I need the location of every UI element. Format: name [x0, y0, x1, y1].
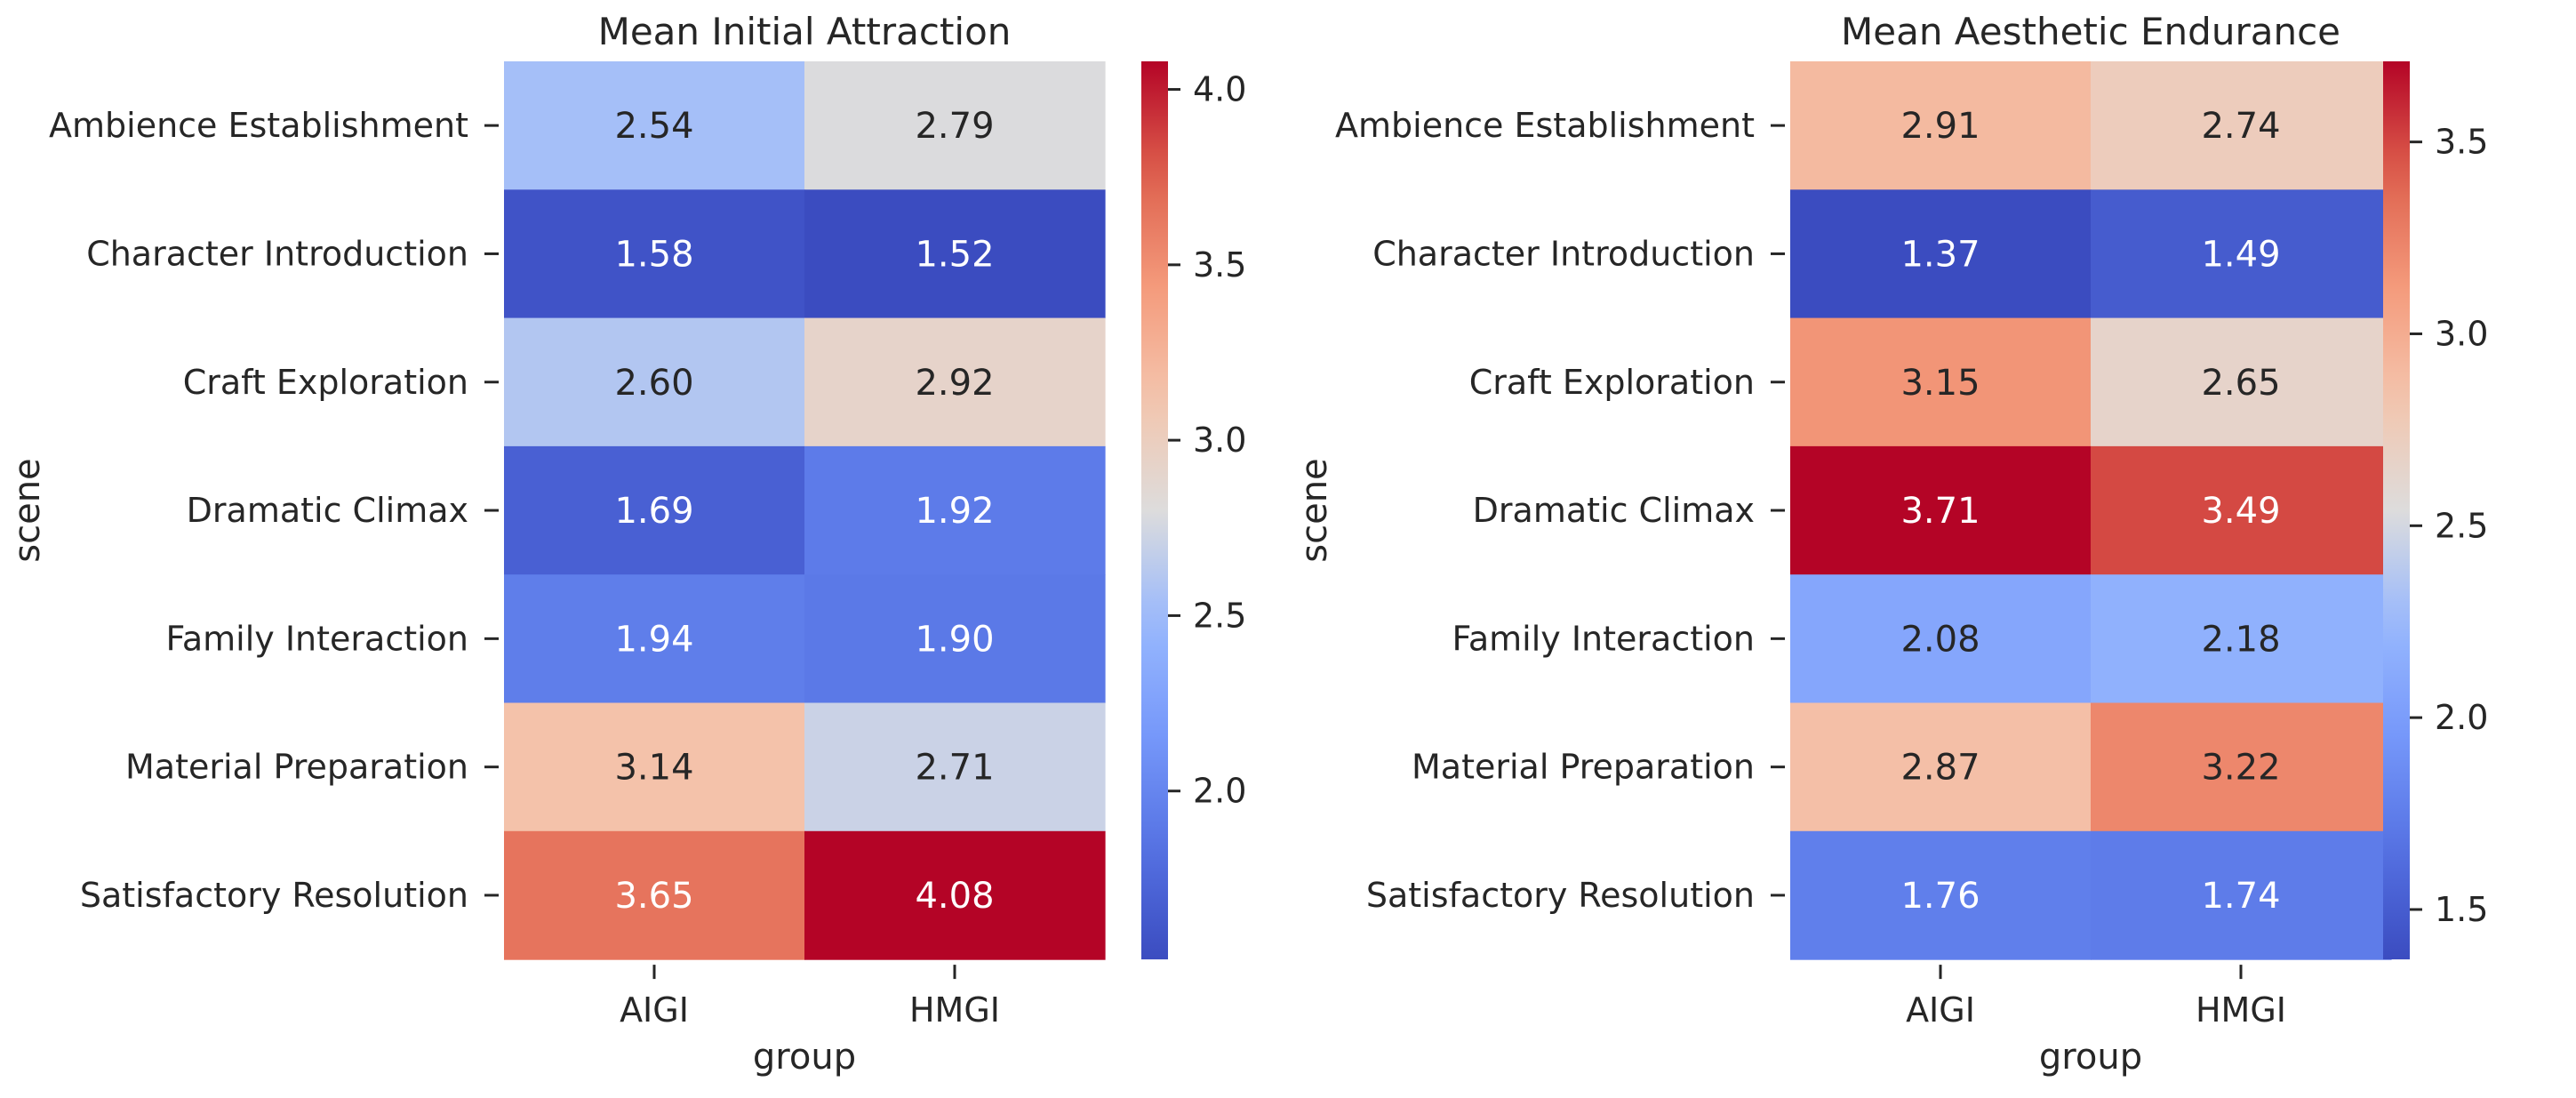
heatmap-cell — [504, 702, 805, 832]
heatmap-cell — [804, 830, 1106, 960]
y-tick-label: Craft Exploration — [183, 363, 468, 402]
cell-value-label: 3.14 — [614, 748, 693, 789]
colorbar-tick-label: 3.0 — [1193, 421, 1246, 460]
cell-value-label: 2.74 — [2201, 106, 2280, 147]
colorbar — [1141, 61, 1168, 960]
heatmap-cell — [1790, 830, 2092, 960]
colorbar-tick-label: 2.5 — [2435, 506, 2488, 545]
colorbar-tick-label: 2.5 — [1193, 596, 1246, 635]
heatmap-panel-2: 2.91 2.74 1.37 1.49 3.15 2.65 3.71 3.49 2.08 2.18… — [1294, 10, 2488, 1078]
x-axis-label: group — [2039, 1037, 2142, 1078]
y-tick-label: Material Preparation — [1412, 748, 1755, 787]
cell-value-label: 1.58 — [614, 234, 693, 275]
y-axis-label: scene — [7, 458, 48, 562]
heatmap-cell — [504, 574, 805, 704]
heatmap-cell — [2091, 702, 2392, 832]
cell-value-label: 1.76 — [1900, 876, 1980, 917]
cell-value-label: 1.37 — [1900, 234, 1980, 275]
x-tick-label: HMGI — [909, 990, 1000, 1030]
heatmap-cell — [1790, 61, 2092, 190]
heatmap-cell — [2091, 189, 2392, 319]
cell-value-label: 1.74 — [2201, 876, 2280, 917]
heatmap-cell — [804, 317, 1106, 447]
cell-value-label: 1.92 — [915, 491, 994, 532]
heatmap-cell — [504, 830, 805, 960]
cell-value-label: 2.71 — [915, 748, 994, 789]
colorbar-tick-label: 3.5 — [1193, 245, 1246, 285]
heatmap-cell — [504, 61, 805, 190]
heatmap-cell — [804, 702, 1106, 832]
cell-value-label: 3.65 — [614, 876, 693, 917]
heatmap-panel-1: 2.54 2.79 1.58 1.52 2.60 2.92 1.69 1.92 1.94 1.90… — [7, 10, 1246, 1078]
heatmap-cell — [2091, 317, 2392, 447]
y-tick-label: Character Introduction — [1372, 234, 1755, 273]
colorbar-tick-label: 1.5 — [2435, 890, 2488, 929]
heatmap-cell — [804, 445, 1106, 575]
y-tick-label: Material Preparation — [125, 748, 468, 787]
x-tick-label: AIGI — [1906, 990, 1975, 1030]
cell-value-label: 2.92 — [915, 363, 994, 404]
x-tick-label: HMGI — [2196, 990, 2286, 1030]
cell-value-label: 2.65 — [2201, 363, 2280, 404]
x-tick-label: AIGI — [620, 990, 689, 1030]
cell-value-label: 2.60 — [614, 363, 693, 404]
colorbar-tick-label: 4.0 — [1193, 70, 1246, 109]
heatmap-cell — [804, 574, 1106, 704]
cell-value-label: 3.22 — [2201, 748, 2280, 789]
colorbar-tick-label: 2.0 — [1193, 772, 1246, 811]
colorbar — [2383, 61, 2410, 960]
heatmap-cell — [1790, 702, 2092, 832]
y-tick-label: Dramatic Climax — [187, 491, 468, 530]
heatmap-cell — [2091, 61, 2392, 190]
heatmap-cell — [2091, 830, 2392, 960]
cell-value-label: 1.94 — [614, 619, 693, 660]
heatmap-cell — [1790, 445, 2092, 575]
cell-value-label: 2.54 — [614, 106, 693, 147]
cell-value-label: 2.08 — [1900, 619, 1980, 660]
y-tick-label: Character Introduction — [86, 234, 468, 273]
heatmap-cell — [1790, 189, 2092, 319]
cell-value-label: 2.87 — [1900, 748, 1980, 789]
cell-value-label: 1.69 — [614, 491, 693, 532]
heatmap-cell — [1790, 317, 2092, 447]
colorbar-tick-label: 2.0 — [2435, 698, 2488, 737]
heatmap-cell — [2091, 445, 2392, 575]
cell-value-label: 3.15 — [1900, 363, 1980, 404]
heatmap-cell — [504, 189, 805, 319]
cell-value-label: 2.79 — [915, 106, 994, 147]
y-tick-label: Family Interaction — [1452, 619, 1755, 658]
cell-value-label: 1.49 — [2201, 234, 2280, 275]
heatmap-cell — [2091, 574, 2392, 704]
chart-title: Mean Initial Attraction — [598, 10, 1012, 53]
cell-value-label: 1.52 — [915, 234, 994, 275]
heatmap-cell — [504, 445, 805, 575]
cell-value-label: 2.91 — [1900, 106, 1980, 147]
colorbar-tick-label: 3.5 — [2435, 123, 2488, 162]
y-tick-label: Ambience Establishment — [1335, 106, 1755, 145]
heatmap-cell — [804, 61, 1106, 190]
y-axis-label: scene — [1294, 458, 1335, 562]
heatmap-cell — [804, 189, 1106, 319]
heatmap-cell — [504, 317, 805, 447]
heatmap-cell — [1790, 574, 2092, 704]
y-tick-label: Satisfactory Resolution — [80, 876, 468, 915]
y-tick-label: Satisfactory Resolution — [1366, 876, 1755, 915]
cell-value-label: 1.90 — [915, 619, 994, 660]
colorbar-tick-label: 3.0 — [2435, 314, 2488, 353]
cell-value-label: 3.49 — [2201, 491, 2280, 532]
x-axis-label: group — [753, 1037, 856, 1078]
y-tick-label: Dramatic Climax — [1473, 491, 1755, 530]
y-tick-label: Family Interaction — [165, 619, 468, 658]
cell-value-label: 4.08 — [915, 876, 994, 917]
y-tick-label: Ambience Establishment — [49, 106, 468, 145]
chart-title: Mean Aesthetic Endurance — [1841, 10, 2340, 53]
cell-value-label: 2.18 — [2201, 619, 2280, 660]
cell-value-label: 3.71 — [1900, 491, 1980, 532]
y-tick-label: Craft Exploration — [1469, 363, 1755, 402]
